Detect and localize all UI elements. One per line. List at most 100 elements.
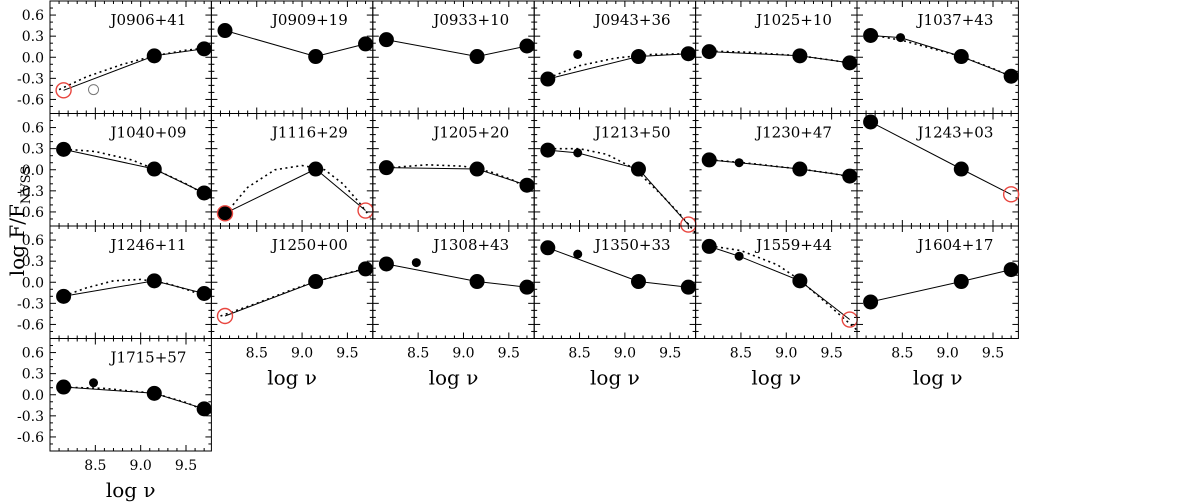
upper-limit-marker xyxy=(357,202,374,219)
panel-title: J1213+50 xyxy=(593,124,671,142)
y-axis-label-subscript: NVSS xyxy=(19,166,34,204)
data-point xyxy=(308,274,324,290)
panel-title: J1604+17 xyxy=(916,236,994,254)
data-point xyxy=(378,160,394,176)
data-point xyxy=(519,177,535,193)
panel-title: J0943+36 xyxy=(593,11,671,29)
open-point xyxy=(88,84,100,96)
upper-limit-marker xyxy=(216,307,234,325)
x-tick-label: 9.0 xyxy=(291,346,313,362)
model-curve xyxy=(704,244,858,331)
y-tick-label: 0.0 xyxy=(22,388,44,404)
data-line xyxy=(709,159,850,177)
data-point xyxy=(358,36,374,52)
data-line xyxy=(870,269,1012,303)
panel-J0909+19: J0909+19 xyxy=(210,0,374,114)
data-point xyxy=(792,273,808,289)
data-point xyxy=(358,261,374,277)
panel-title: J1230+47 xyxy=(754,124,832,142)
model-curve xyxy=(59,386,212,414)
x-axis-label: log ν xyxy=(429,366,479,390)
data-point xyxy=(863,114,879,130)
model-curve xyxy=(58,46,212,91)
data-point xyxy=(469,274,485,290)
panel-J1246+11: 0.6 0.3 0.0 -0.3 -0.6 J1246+11 xyxy=(17,225,212,339)
panel-grid: 0.6 0.3 0.0 -0.3 -0.6 J0906+41 J0909+19 J0933+1… xyxy=(17,0,1020,502)
data-point xyxy=(680,46,696,62)
data-line xyxy=(709,51,850,64)
data-point xyxy=(540,142,556,158)
y-tick-label: 0.3 xyxy=(22,254,44,270)
x-axis-label: log ν xyxy=(590,366,640,390)
data-point xyxy=(630,49,646,65)
data-point xyxy=(146,385,162,401)
y-tick-label: -0.6 xyxy=(17,205,44,221)
x-tick-label: 9.5 xyxy=(659,346,681,362)
data-line xyxy=(386,39,528,58)
data-point xyxy=(469,49,485,65)
panel-J1025+10: J1025+10 xyxy=(695,0,858,114)
data-point xyxy=(378,256,394,272)
data-point xyxy=(146,273,162,289)
panel-J1604+17: 8.5 9.0 9.5 log ν J1604+17 xyxy=(856,225,1019,390)
panel-title: J1350+33 xyxy=(593,236,671,254)
panel-J1308+43: 8.5 9.0 9.5 log ν J1308+43 xyxy=(372,225,535,390)
data-point xyxy=(519,38,535,54)
data-line xyxy=(224,168,366,214)
data-point-small xyxy=(573,49,583,59)
x-axis-label: log ν xyxy=(913,366,963,390)
data-point xyxy=(953,274,969,290)
x-tick-label: 8.5 xyxy=(246,346,268,362)
panel-J1350+33: 8.5 9.0 9.5 log ν J1350+33 xyxy=(533,225,697,390)
y-tick-label: 0.6 xyxy=(22,346,44,362)
data-line xyxy=(709,245,851,320)
data-point-small xyxy=(896,33,906,43)
data-point xyxy=(56,141,72,157)
x-tick-label: 9.5 xyxy=(336,346,358,362)
data-point xyxy=(630,274,646,290)
data-point xyxy=(469,161,485,177)
y-tick-label: 0.3 xyxy=(22,367,44,383)
data-point xyxy=(308,49,324,65)
data-point xyxy=(217,205,233,221)
data-point xyxy=(701,44,717,60)
x-tick-label: 9.5 xyxy=(982,346,1004,362)
x-tick-label: 9.0 xyxy=(452,346,474,362)
panel-title: J1025+10 xyxy=(754,11,832,29)
model-curve xyxy=(543,147,697,234)
panel-title: J1040+09 xyxy=(109,124,187,142)
upper-limit-marker xyxy=(841,311,858,328)
x-tick-label: 9.5 xyxy=(175,458,197,474)
panel-J1715+57: 0.6 0.3 0.0 -0.3 -0.6 8.5 9.0 9.5 log ν J1715+57 xyxy=(17,338,212,502)
data-point xyxy=(196,41,212,57)
panel-title: J0909+19 xyxy=(270,11,348,29)
model-curve xyxy=(543,52,696,81)
y-tick-label: 0.0 xyxy=(22,50,44,66)
panel-title: J1250+00 xyxy=(270,236,348,254)
model-curve xyxy=(221,164,374,221)
data-line xyxy=(870,35,1012,77)
data-point xyxy=(56,379,72,395)
data-point xyxy=(196,401,212,417)
x-axis-label: log ν xyxy=(267,366,317,390)
panel-J1037+43: J1037+43 xyxy=(856,0,1019,114)
x-tick-label: 8.5 xyxy=(84,458,106,474)
panel-title: J1205+20 xyxy=(431,124,509,142)
data-point-small xyxy=(573,148,583,158)
panel-title: J1559+44 xyxy=(754,236,832,254)
y-tick-label: -0.6 xyxy=(17,317,44,333)
panel-J1243+03: J1243+03 xyxy=(856,113,1020,227)
data-line xyxy=(224,30,366,58)
data-point xyxy=(1003,262,1019,278)
panel-J1116+29: J1116+29 xyxy=(210,113,374,227)
model-curve xyxy=(58,278,212,300)
y-tick-label: 0.6 xyxy=(22,233,44,249)
model-curve xyxy=(865,33,1019,81)
x-tick-label: 8.5 xyxy=(407,346,429,362)
panel-title: J1715+57 xyxy=(109,349,187,367)
x-tick-label: 9.0 xyxy=(775,346,797,362)
y-axis-label-main: log F/F xyxy=(5,204,29,276)
data-line xyxy=(63,386,205,410)
upper-limit-marker xyxy=(55,82,72,99)
